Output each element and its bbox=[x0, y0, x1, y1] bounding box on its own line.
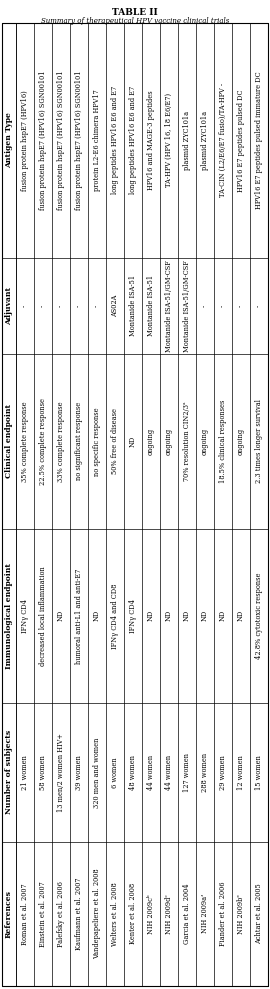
Text: Antigen Type: Antigen Type bbox=[5, 113, 13, 168]
Text: fusion protein hspE7 (HPV16): fusion protein hspE7 (HPV16) bbox=[21, 90, 29, 191]
Text: Summary of therapeutical HPV vaccine clinical trials: Summary of therapeutical HPV vaccine cli… bbox=[41, 17, 229, 25]
Text: ongoing: ongoing bbox=[147, 427, 155, 455]
Text: ongoing: ongoing bbox=[237, 427, 245, 455]
Text: Montanide ISA-51/GM-CSF: Montanide ISA-51/GM-CSF bbox=[183, 260, 191, 352]
Text: ND: ND bbox=[201, 610, 209, 621]
Text: ND: ND bbox=[57, 610, 65, 621]
Text: 12 women: 12 women bbox=[237, 755, 245, 790]
Text: ND: ND bbox=[147, 610, 155, 621]
Text: 33% complete response: 33% complete response bbox=[57, 401, 65, 482]
Text: fusion protein hspE7 (HPV16) SGN00101: fusion protein hspE7 (HPV16) SGN00101 bbox=[39, 70, 47, 210]
Text: Montanide ISA-51/GM-CSF: Montanide ISA-51/GM-CSF bbox=[165, 260, 173, 352]
Text: Number of subjects: Number of subjects bbox=[5, 730, 13, 815]
Text: ND: ND bbox=[93, 610, 101, 621]
Text: 58 women: 58 women bbox=[39, 755, 47, 790]
Text: IFNγ CD4: IFNγ CD4 bbox=[21, 599, 29, 633]
Text: NIH 2009aᶟ: NIH 2009aᶟ bbox=[201, 894, 209, 934]
Text: HPV16 and MAGE-3 peptides: HPV16 and MAGE-3 peptides bbox=[147, 91, 155, 190]
Text: protein L2-E6 chimera HPV17: protein L2-E6 chimera HPV17 bbox=[93, 89, 101, 191]
Text: Fiander et al. 2006: Fiander et al. 2006 bbox=[219, 881, 227, 946]
Text: 50% free of disease: 50% free of disease bbox=[111, 408, 119, 475]
Text: Clinical endpoint: Clinical endpoint bbox=[5, 405, 13, 479]
Text: -: - bbox=[21, 305, 29, 307]
Text: fusion protein hspE7 (HPV16) SGN00101: fusion protein hspE7 (HPV16) SGN00101 bbox=[75, 70, 83, 210]
Text: Achtar et al. 2005: Achtar et al. 2005 bbox=[255, 883, 263, 944]
Text: decreased local inflammation: decreased local inflammation bbox=[39, 566, 47, 666]
Text: TA-HPV (HPV 16, 18 E6/E7): TA-HPV (HPV 16, 18 E6/E7) bbox=[165, 93, 173, 188]
Text: 44 women: 44 women bbox=[165, 755, 173, 790]
Text: humoral anti-L1 and anti-E7: humoral anti-L1 and anti-E7 bbox=[75, 568, 83, 664]
Text: 29 women: 29 women bbox=[219, 755, 227, 790]
Text: 320 men and women: 320 men and women bbox=[93, 737, 101, 808]
Text: 288 women: 288 women bbox=[201, 753, 209, 792]
Text: Garcia et al. 2004: Garcia et al. 2004 bbox=[183, 883, 191, 944]
Text: 35% complete response: 35% complete response bbox=[21, 401, 29, 482]
Text: 44 women: 44 women bbox=[147, 755, 155, 790]
Text: AS02A: AS02A bbox=[111, 295, 119, 317]
Text: ND: ND bbox=[183, 610, 191, 621]
Text: Vandepapeliere et al. 2008: Vandepapeliere et al. 2008 bbox=[93, 868, 101, 959]
Text: 42.8% cytotoxic response: 42.8% cytotoxic response bbox=[255, 573, 263, 659]
Text: -: - bbox=[255, 305, 263, 307]
Text: fusion protein hspE7 (HPV16) SGN00101: fusion protein hspE7 (HPV16) SGN00101 bbox=[57, 70, 65, 210]
Text: TA-CIN (L2/E6/E7 fusio)/TA-HPV -: TA-CIN (L2/E6/E7 fusio)/TA-HPV - bbox=[219, 83, 227, 198]
Text: References: References bbox=[5, 890, 13, 938]
Text: NIH 2009cᵇ: NIH 2009cᵇ bbox=[147, 894, 155, 934]
Text: Adjuvant: Adjuvant bbox=[5, 287, 13, 325]
Text: Montanide ISA-51: Montanide ISA-51 bbox=[147, 275, 155, 336]
Text: 2.3 times longer survival: 2.3 times longer survival bbox=[255, 400, 263, 484]
Text: -: - bbox=[93, 305, 101, 307]
Text: plasmid ZYC101a: plasmid ZYC101a bbox=[201, 111, 209, 170]
Text: 127 women: 127 women bbox=[183, 753, 191, 792]
Text: ND: ND bbox=[129, 436, 137, 447]
Text: 21 women: 21 women bbox=[21, 755, 29, 790]
Text: IFNγ CD4 and CD8: IFNγ CD4 and CD8 bbox=[111, 584, 119, 649]
Text: no specific response: no specific response bbox=[93, 407, 101, 476]
Text: Kaufmann et al. 2007: Kaufmann et al. 2007 bbox=[75, 877, 83, 950]
Text: no significant response: no significant response bbox=[75, 403, 83, 481]
Text: Einstein et al. 2007: Einstein et al. 2007 bbox=[39, 881, 47, 946]
Text: TABLE II: TABLE II bbox=[112, 8, 158, 17]
Text: 70% resolution CIN2/3ᵃ: 70% resolution CIN2/3ᵃ bbox=[183, 402, 191, 481]
Text: Kenter et al. 2008: Kenter et al. 2008 bbox=[129, 883, 137, 944]
Text: plasmid ZYC101a: plasmid ZYC101a bbox=[183, 111, 191, 170]
Text: -: - bbox=[237, 305, 245, 307]
Text: -: - bbox=[39, 305, 47, 307]
Text: IFNγ CD4: IFNγ CD4 bbox=[129, 599, 137, 633]
Text: -: - bbox=[201, 305, 209, 307]
Text: 22.5% complete response: 22.5% complete response bbox=[39, 398, 47, 485]
Text: 13 men/2 women HIV+: 13 men/2 women HIV+ bbox=[57, 733, 65, 812]
Text: -: - bbox=[219, 305, 227, 307]
Text: HPV16 E7 peptides pulsed DC: HPV16 E7 peptides pulsed DC bbox=[237, 89, 245, 192]
Text: -: - bbox=[57, 305, 65, 307]
Text: ongoing: ongoing bbox=[201, 427, 209, 455]
Text: Immunological endpoint: Immunological endpoint bbox=[5, 563, 13, 669]
Text: Montanide ISA-51: Montanide ISA-51 bbox=[129, 275, 137, 336]
Text: long peptides HPV16 E6 and E7: long peptides HPV16 E6 and E7 bbox=[129, 86, 137, 195]
Text: Welters et al. 2008: Welters et al. 2008 bbox=[111, 882, 119, 945]
Text: ND: ND bbox=[219, 610, 227, 621]
Text: HPV16 E7 peptides pulsed immature DC: HPV16 E7 peptides pulsed immature DC bbox=[255, 71, 263, 210]
Text: 48 women: 48 women bbox=[129, 755, 137, 790]
Text: 39 women: 39 women bbox=[75, 755, 83, 790]
Text: 6 women: 6 women bbox=[111, 757, 119, 787]
Text: ND: ND bbox=[237, 610, 245, 621]
Text: Roman et al. 2007: Roman et al. 2007 bbox=[21, 883, 29, 944]
Text: NIH 2009dᶜ: NIH 2009dᶜ bbox=[165, 894, 173, 934]
Text: 18.5% clinical responses: 18.5% clinical responses bbox=[219, 400, 227, 483]
Text: NIH 2009bᵉ: NIH 2009bᵉ bbox=[237, 894, 245, 934]
Text: ND: ND bbox=[165, 610, 173, 621]
Text: long peptides HPV16 E6 and E7: long peptides HPV16 E6 and E7 bbox=[111, 86, 119, 195]
Text: Palefsky et al. 2006: Palefsky et al. 2006 bbox=[57, 881, 65, 946]
Text: -: - bbox=[75, 305, 83, 307]
Text: 15 women: 15 women bbox=[255, 755, 263, 790]
Text: ongoing: ongoing bbox=[165, 427, 173, 455]
